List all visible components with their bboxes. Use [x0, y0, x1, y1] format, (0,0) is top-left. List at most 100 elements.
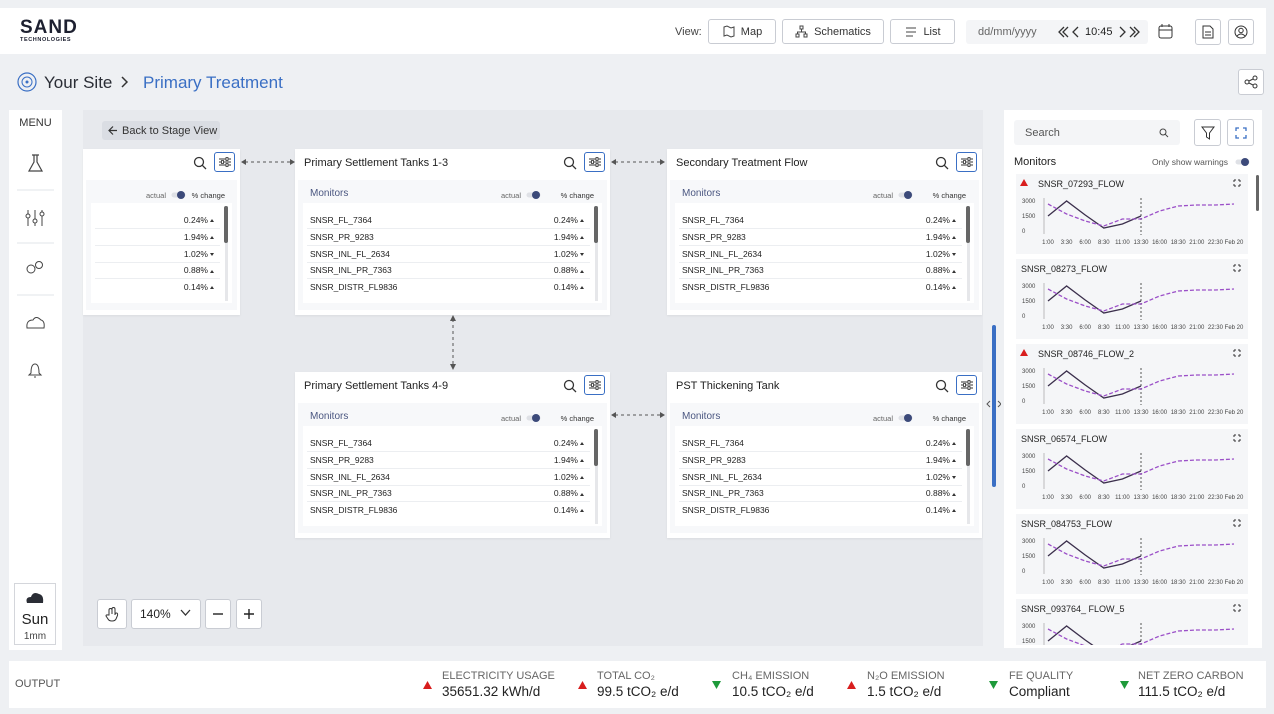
card-settings[interactable]	[584, 375, 605, 395]
scroll-thumb[interactable]	[594, 429, 598, 466]
report-button[interactable]	[1195, 19, 1221, 45]
card-search[interactable]	[935, 379, 949, 393]
card-settings[interactable]	[956, 152, 977, 172]
date-input[interactable]: dd/mm/yyyy	[978, 26, 1037, 38]
monitor-expand[interactable]	[1233, 434, 1241, 442]
toggle-change: % change	[560, 191, 594, 200]
view-label[interactable]: Schematics	[814, 25, 871, 38]
trend-arrow	[580, 509, 584, 513]
menu-icons[interactable]	[9, 150, 62, 390]
time-controls[interactable]	[1056, 25, 1146, 39]
value-text: 0.88%	[925, 488, 950, 499]
value-text: 1.02%	[183, 248, 208, 259]
toggle-switch[interactable]	[898, 413, 914, 423]
expand-button[interactable]	[1227, 119, 1254, 146]
search-placeholder[interactable]: Search	[1025, 127, 1060, 139]
back-button[interactable]	[102, 121, 220, 140]
view-button[interactable]: Schematics	[782, 19, 884, 44]
filter-button[interactable]	[1194, 119, 1221, 146]
x-tick-label: 11:00	[1115, 325, 1130, 331]
card-search[interactable]	[193, 156, 207, 170]
row-name: SNSR_DISTR_FL9836	[310, 505, 398, 516]
card-title: PST Thickening Tank	[676, 380, 780, 392]
card-search[interactable]	[935, 156, 949, 170]
settings-icon	[960, 380, 973, 390]
toggle-switch[interactable]	[526, 190, 542, 200]
x-tick-label: 1:00	[1042, 495, 1054, 501]
card-search[interactable]	[563, 156, 577, 170]
x-tick-label: 8:30	[1098, 580, 1110, 586]
card-settings[interactable]	[584, 152, 605, 172]
panel-splitter[interactable]	[985, 322, 1001, 490]
user-button[interactable]	[1228, 19, 1254, 45]
row-value: 1.94%	[184, 232, 214, 242]
zoom-value[interactable]: 140%	[140, 607, 171, 621]
x-tick-label: 8:30	[1098, 410, 1110, 416]
scroll-thumb[interactable]	[966, 429, 970, 466]
toggle-switch[interactable]	[526, 413, 542, 423]
scroll-thumb[interactable]	[966, 206, 970, 243]
card-search[interactable]	[563, 379, 577, 393]
view-label[interactable]: List	[923, 25, 941, 38]
breadcrumb-site[interactable]: Your Site	[44, 73, 113, 92]
view-button[interactable]: Map	[708, 19, 776, 44]
row-name: SNSR_FL_7364	[682, 215, 744, 225]
row-value: 0.14%	[554, 282, 584, 292]
x-tick-label: Feb 20	[1225, 580, 1244, 586]
card-settings[interactable]	[956, 375, 977, 395]
trend-arrow	[952, 286, 956, 290]
card-settings[interactable]	[214, 152, 235, 172]
trend-shape	[712, 681, 721, 689]
value-text: 1.02%	[925, 248, 950, 259]
card-table	[303, 203, 602, 303]
zoom-select[interactable]	[131, 599, 201, 629]
row-name: SNSR_DISTR_FL9836	[682, 282, 770, 293]
scroll-thumb[interactable]	[594, 206, 598, 243]
monitor-expand[interactable]	[1233, 604, 1241, 612]
x-tick-label: 18:30	[1171, 240, 1187, 246]
trend-arrow	[580, 442, 584, 446]
toggle-switch[interactable]	[171, 190, 187, 200]
row-name: SNSR_INL_PR_7363	[310, 488, 392, 499]
trend-arrow	[210, 252, 214, 256]
row-value: 0.88%	[184, 265, 214, 275]
trend-arrow	[580, 219, 584, 223]
zoom-caret	[180, 609, 191, 616]
monitor-card	[1016, 344, 1248, 424]
view-button[interactable]: List	[890, 19, 955, 44]
monitor-expand[interactable]	[1233, 349, 1241, 357]
logo: SAND	[20, 17, 78, 38]
row-value: 0.88%	[926, 265, 956, 275]
monitor-name: SNSR_084753_FLOW	[1021, 519, 1113, 529]
output-value: 111.5 tCO₂ e/d	[1138, 684, 1226, 699]
zoom-in[interactable]	[236, 599, 262, 629]
scroll-thumb[interactable]	[224, 206, 228, 243]
monitor-expand[interactable]	[1233, 264, 1241, 272]
row-divider	[307, 244, 590, 246]
search-box[interactable]	[1014, 120, 1180, 145]
calendar-icon[interactable]	[1158, 24, 1173, 39]
settings-icon	[588, 380, 601, 390]
pan-button[interactable]	[97, 599, 127, 629]
menu-label: MENU	[19, 117, 52, 129]
x-tick-label: 13:30	[1133, 325, 1149, 331]
toggle-actual: actual	[872, 191, 893, 200]
zoom-out[interactable]	[205, 599, 231, 629]
back-label[interactable]: Back to Stage View	[122, 125, 218, 137]
warnings-toggle[interactable]	[1235, 157, 1251, 167]
row-name: SNSR_DISTR_FL9836	[682, 505, 770, 516]
monitor-expand[interactable]	[1233, 519, 1241, 527]
value-text: 1.94%	[553, 231, 578, 242]
row-divider	[679, 278, 962, 280]
scrollbar[interactable]	[1256, 175, 1259, 211]
x-tick-label: 13:30	[1133, 495, 1149, 501]
x-tick-label: 18:30	[1171, 580, 1187, 586]
trend-arrow	[210, 286, 214, 290]
toggle-switch[interactable]	[898, 190, 914, 200]
back-arrow	[108, 126, 117, 135]
share-button[interactable]	[1238, 69, 1264, 95]
value-text: 0.14%	[183, 282, 208, 293]
x-tick-label: 8:30	[1098, 495, 1110, 501]
view-label[interactable]: Map	[740, 25, 763, 38]
monitor-expand[interactable]	[1233, 179, 1241, 187]
